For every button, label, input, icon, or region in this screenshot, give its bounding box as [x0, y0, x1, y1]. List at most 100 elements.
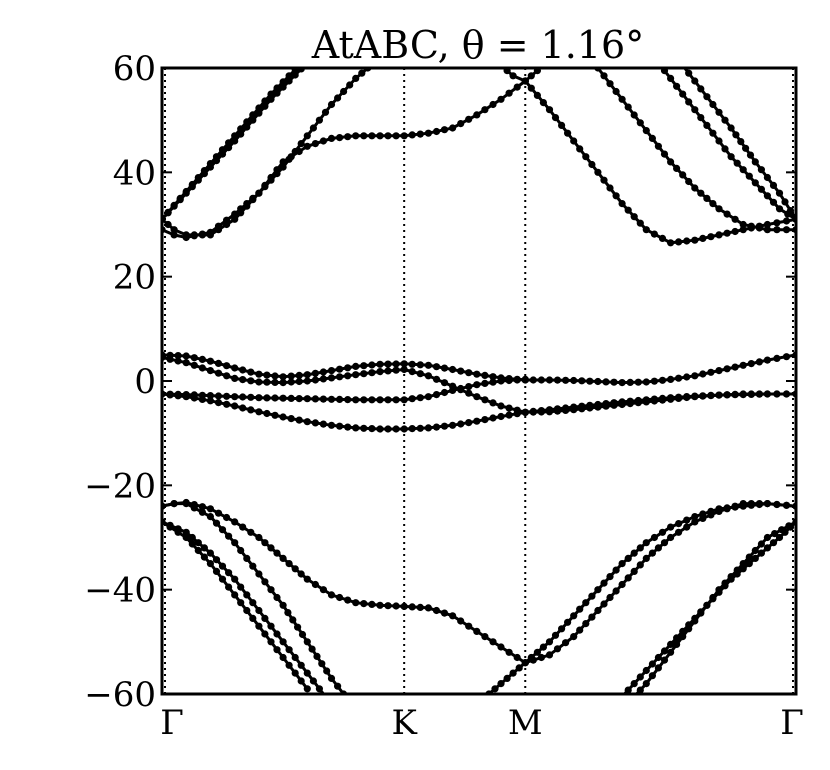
y-tick-label: −40 [84, 571, 156, 611]
band-point [408, 360, 416, 368]
band-point [782, 353, 791, 361]
band-point [440, 379, 449, 387]
band-point [763, 192, 772, 200]
band-point [727, 573, 735, 581]
band-point [267, 544, 275, 552]
band-point [539, 643, 548, 651]
band-series [521, 77, 796, 247]
band-point [457, 617, 465, 625]
band-point [479, 698, 486, 705]
band-point [273, 89, 281, 97]
band-point [424, 424, 432, 432]
band-point [166, 523, 174, 531]
band-point [352, 599, 360, 607]
band-point [206, 549, 214, 557]
band-point [529, 407, 537, 415]
band-point [255, 394, 263, 402]
band-point [731, 227, 739, 236]
band-point [551, 114, 560, 122]
band-point [416, 370, 424, 378]
band-point [675, 393, 683, 401]
band-point [745, 553, 753, 561]
band-point [786, 207, 795, 215]
band-line [162, 377, 526, 402]
band-point [424, 361, 432, 369]
band-point [303, 371, 311, 379]
band-point [551, 631, 560, 639]
band-point [747, 222, 755, 230]
band-point [291, 653, 299, 662]
band-point [649, 53, 656, 60]
band-point [319, 586, 327, 594]
band-point [606, 184, 614, 192]
band-point [376, 132, 384, 140]
band-point [521, 375, 529, 383]
band-point [755, 500, 764, 509]
band-point [303, 132, 311, 140]
band-point [658, 528, 667, 536]
band-point [303, 685, 311, 693]
band-series [162, 351, 529, 384]
band-point [553, 376, 562, 384]
band-point [261, 614, 269, 623]
band-point [691, 236, 699, 244]
band-point [368, 600, 376, 609]
band-point [721, 579, 729, 587]
band-point [513, 376, 521, 384]
band-point [182, 533, 190, 542]
band-point [368, 369, 376, 377]
band-point [667, 74, 675, 82]
y-tick-label: 60 [113, 49, 156, 89]
band-point [667, 47, 674, 54]
band-point [723, 210, 731, 218]
band-point [747, 360, 755, 368]
band-point [727, 124, 735, 132]
band-point [586, 377, 594, 385]
band-point [424, 372, 432, 380]
band-point [225, 569, 233, 577]
band-point [303, 669, 311, 677]
band-point [255, 109, 263, 117]
band-point [198, 364, 206, 372]
band-point [198, 508, 206, 516]
band-point [319, 420, 327, 428]
band-point [739, 391, 747, 399]
band-point [255, 370, 263, 378]
band-point [457, 420, 465, 428]
band-point [747, 501, 755, 509]
band-point [582, 620, 590, 628]
band-point [231, 393, 239, 401]
band-point [400, 365, 408, 374]
band-point [626, 378, 634, 386]
band-point [440, 126, 449, 134]
band-point [576, 605, 584, 613]
band-point [279, 554, 287, 563]
band-point [294, 623, 302, 631]
band-point [376, 360, 384, 368]
band-point [618, 580, 626, 589]
band-point [697, 609, 705, 617]
band-point [392, 360, 400, 368]
band-point [416, 424, 424, 432]
band-point [263, 378, 271, 386]
band-point [311, 395, 319, 403]
band-point [642, 226, 650, 234]
band-point [182, 528, 190, 536]
band-point [624, 574, 632, 582]
band-point [624, 554, 632, 563]
band-point [360, 600, 368, 608]
band-point [273, 166, 281, 174]
band-point [190, 361, 198, 369]
band-point [763, 390, 772, 398]
band-point [636, 119, 644, 127]
band-point [521, 77, 529, 85]
band-point [739, 220, 747, 229]
band-point [231, 518, 239, 526]
band-point [225, 532, 233, 540]
band-point [231, 402, 239, 410]
band-point [673, 164, 681, 172]
band-point [315, 116, 323, 124]
band-point [237, 583, 245, 591]
band-point [182, 352, 190, 360]
